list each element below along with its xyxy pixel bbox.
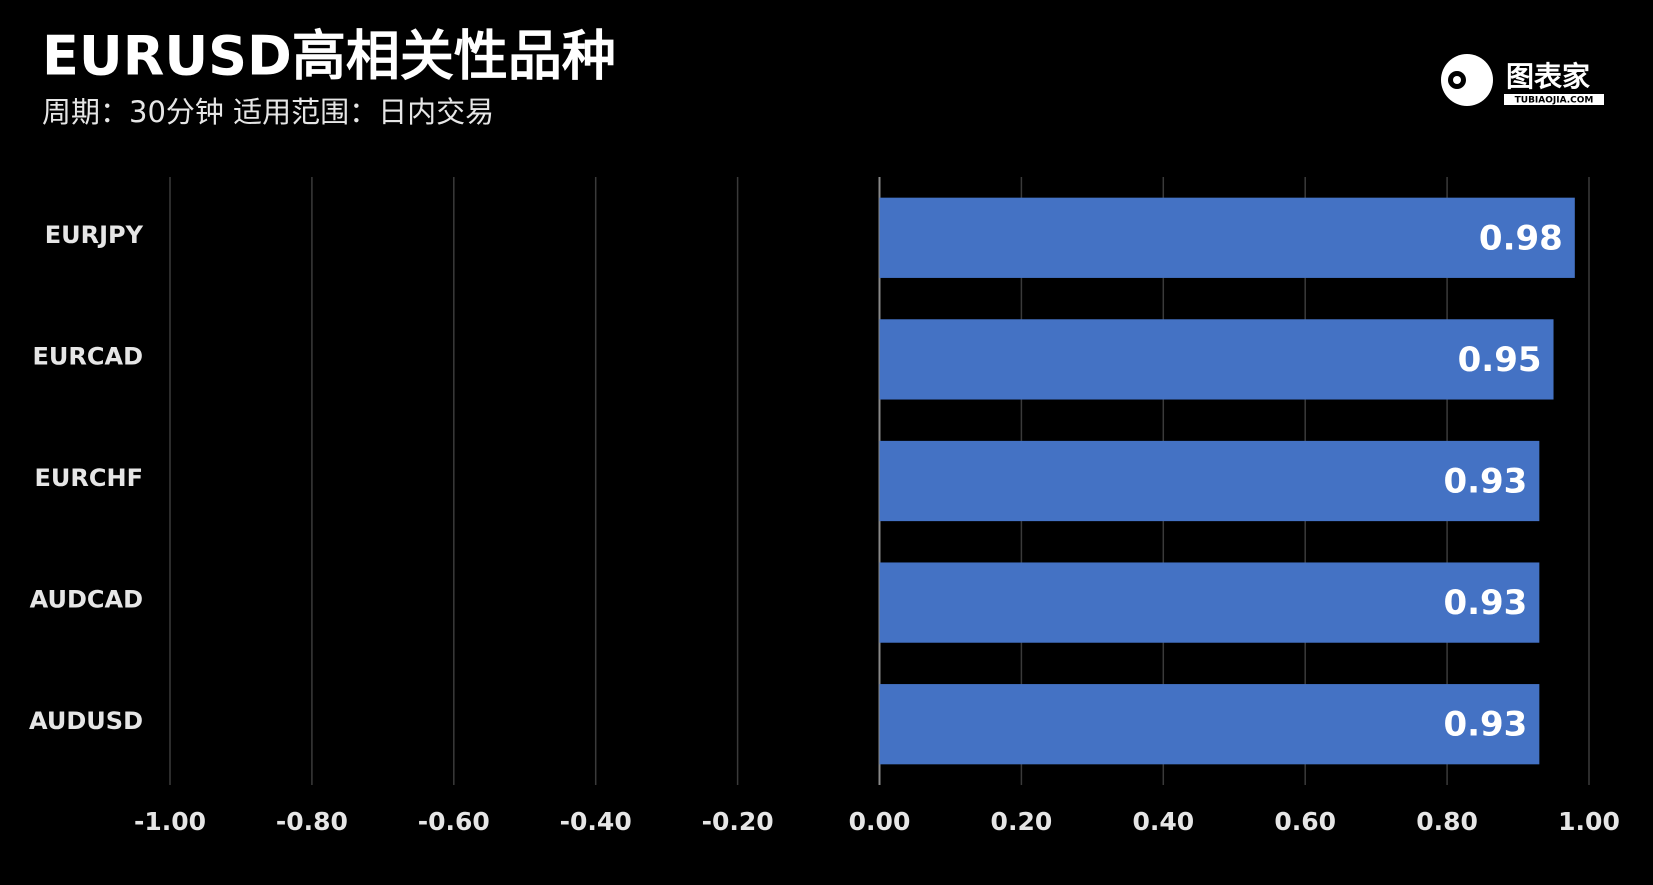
x-tick-label: 1.00 [1558, 807, 1620, 836]
x-tick-label: -0.80 [276, 807, 348, 836]
y-tick-label: EURCHF [35, 464, 143, 492]
y-tick-label: AUDCAD [30, 586, 143, 614]
chart-title: EURUSD高相关性品种 [42, 25, 616, 88]
value-label: 0.93 [1443, 462, 1527, 502]
x-tick-label: -1.00 [134, 807, 206, 836]
value-label: 0.93 [1443, 583, 1527, 623]
value-label: 0.95 [1458, 340, 1542, 380]
logo: 图表家 TUBIAOJIA.COM [1441, 54, 1604, 106]
y-tick-label: EURJPY [45, 221, 144, 249]
x-tick-label: -0.40 [560, 807, 632, 836]
x-tick-label: 0.60 [1274, 807, 1336, 836]
chart-subtitle: 周期：30分钟 适用范围：日内交易 [42, 95, 494, 129]
value-label: 0.98 [1479, 218, 1563, 258]
y-tick-label: AUDUSD [29, 707, 143, 735]
logo-name: 图表家 [1506, 60, 1590, 93]
logo-site: TUBIAOJIA.COM [1515, 96, 1594, 106]
x-tick-label: 0.00 [849, 807, 911, 836]
logo-pupil [1453, 76, 1461, 84]
bar [879, 319, 1554, 400]
x-tick-label: -0.60 [418, 807, 490, 836]
x-tick-label: 0.20 [991, 807, 1053, 836]
value-label: 0.93 [1443, 705, 1527, 745]
bar [879, 197, 1575, 278]
y-tick-label: EURCAD [33, 342, 143, 370]
bar [879, 440, 1540, 522]
x-tick-label: 0.40 [1132, 807, 1194, 836]
bar [879, 562, 1540, 643]
logo-band [1504, 94, 1604, 105]
x-tick-label: 0.80 [1416, 807, 1478, 836]
x-tick-label: -0.20 [702, 807, 774, 836]
bar [879, 684, 1540, 765]
logo-icon [1441, 54, 1493, 106]
